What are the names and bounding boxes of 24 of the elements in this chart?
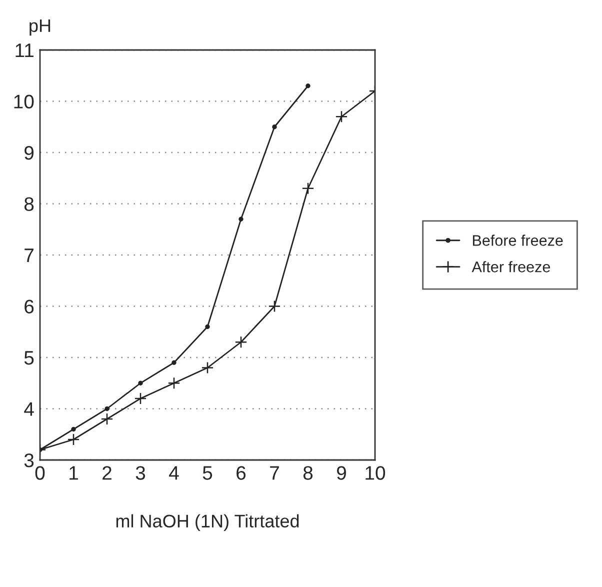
y-tick-label: 3 <box>24 453 34 468</box>
y-tick-label: 10 <box>14 94 34 108</box>
y-tick-label: 11 <box>16 44 34 58</box>
x-tick-label: 8 <box>303 466 313 480</box>
legend-label: Before freeze <box>472 234 563 246</box>
x-tick-label: 0 <box>35 466 45 480</box>
x-tick-label: 6 <box>236 466 246 480</box>
legend-label: After freeze <box>472 261 550 272</box>
x-tick-label: 4 <box>169 466 179 480</box>
y-axis-title: pH <box>30 19 50 36</box>
y-tick-label: 4 <box>24 402 34 416</box>
x-tick-label: 10 <box>366 466 386 480</box>
y-tick-label: 5 <box>24 351 34 365</box>
y-tick-label: 7 <box>24 248 34 262</box>
x-tick-label: 2 <box>102 466 112 480</box>
y-tick-label: 9 <box>24 146 34 160</box>
x-tick-label: 5 <box>202 466 212 480</box>
x-tick-label: 7 <box>270 466 279 480</box>
x-tick-label: 3 <box>136 466 146 480</box>
x-tick-label: 1 <box>70 466 78 480</box>
y-tick-label: 6 <box>24 300 34 314</box>
x-tick-label: 9 <box>337 466 346 480</box>
y-tick-label: 8 <box>24 197 34 211</box>
x-axis-title: ml NaOH (1N) Titrtated <box>116 514 299 532</box>
